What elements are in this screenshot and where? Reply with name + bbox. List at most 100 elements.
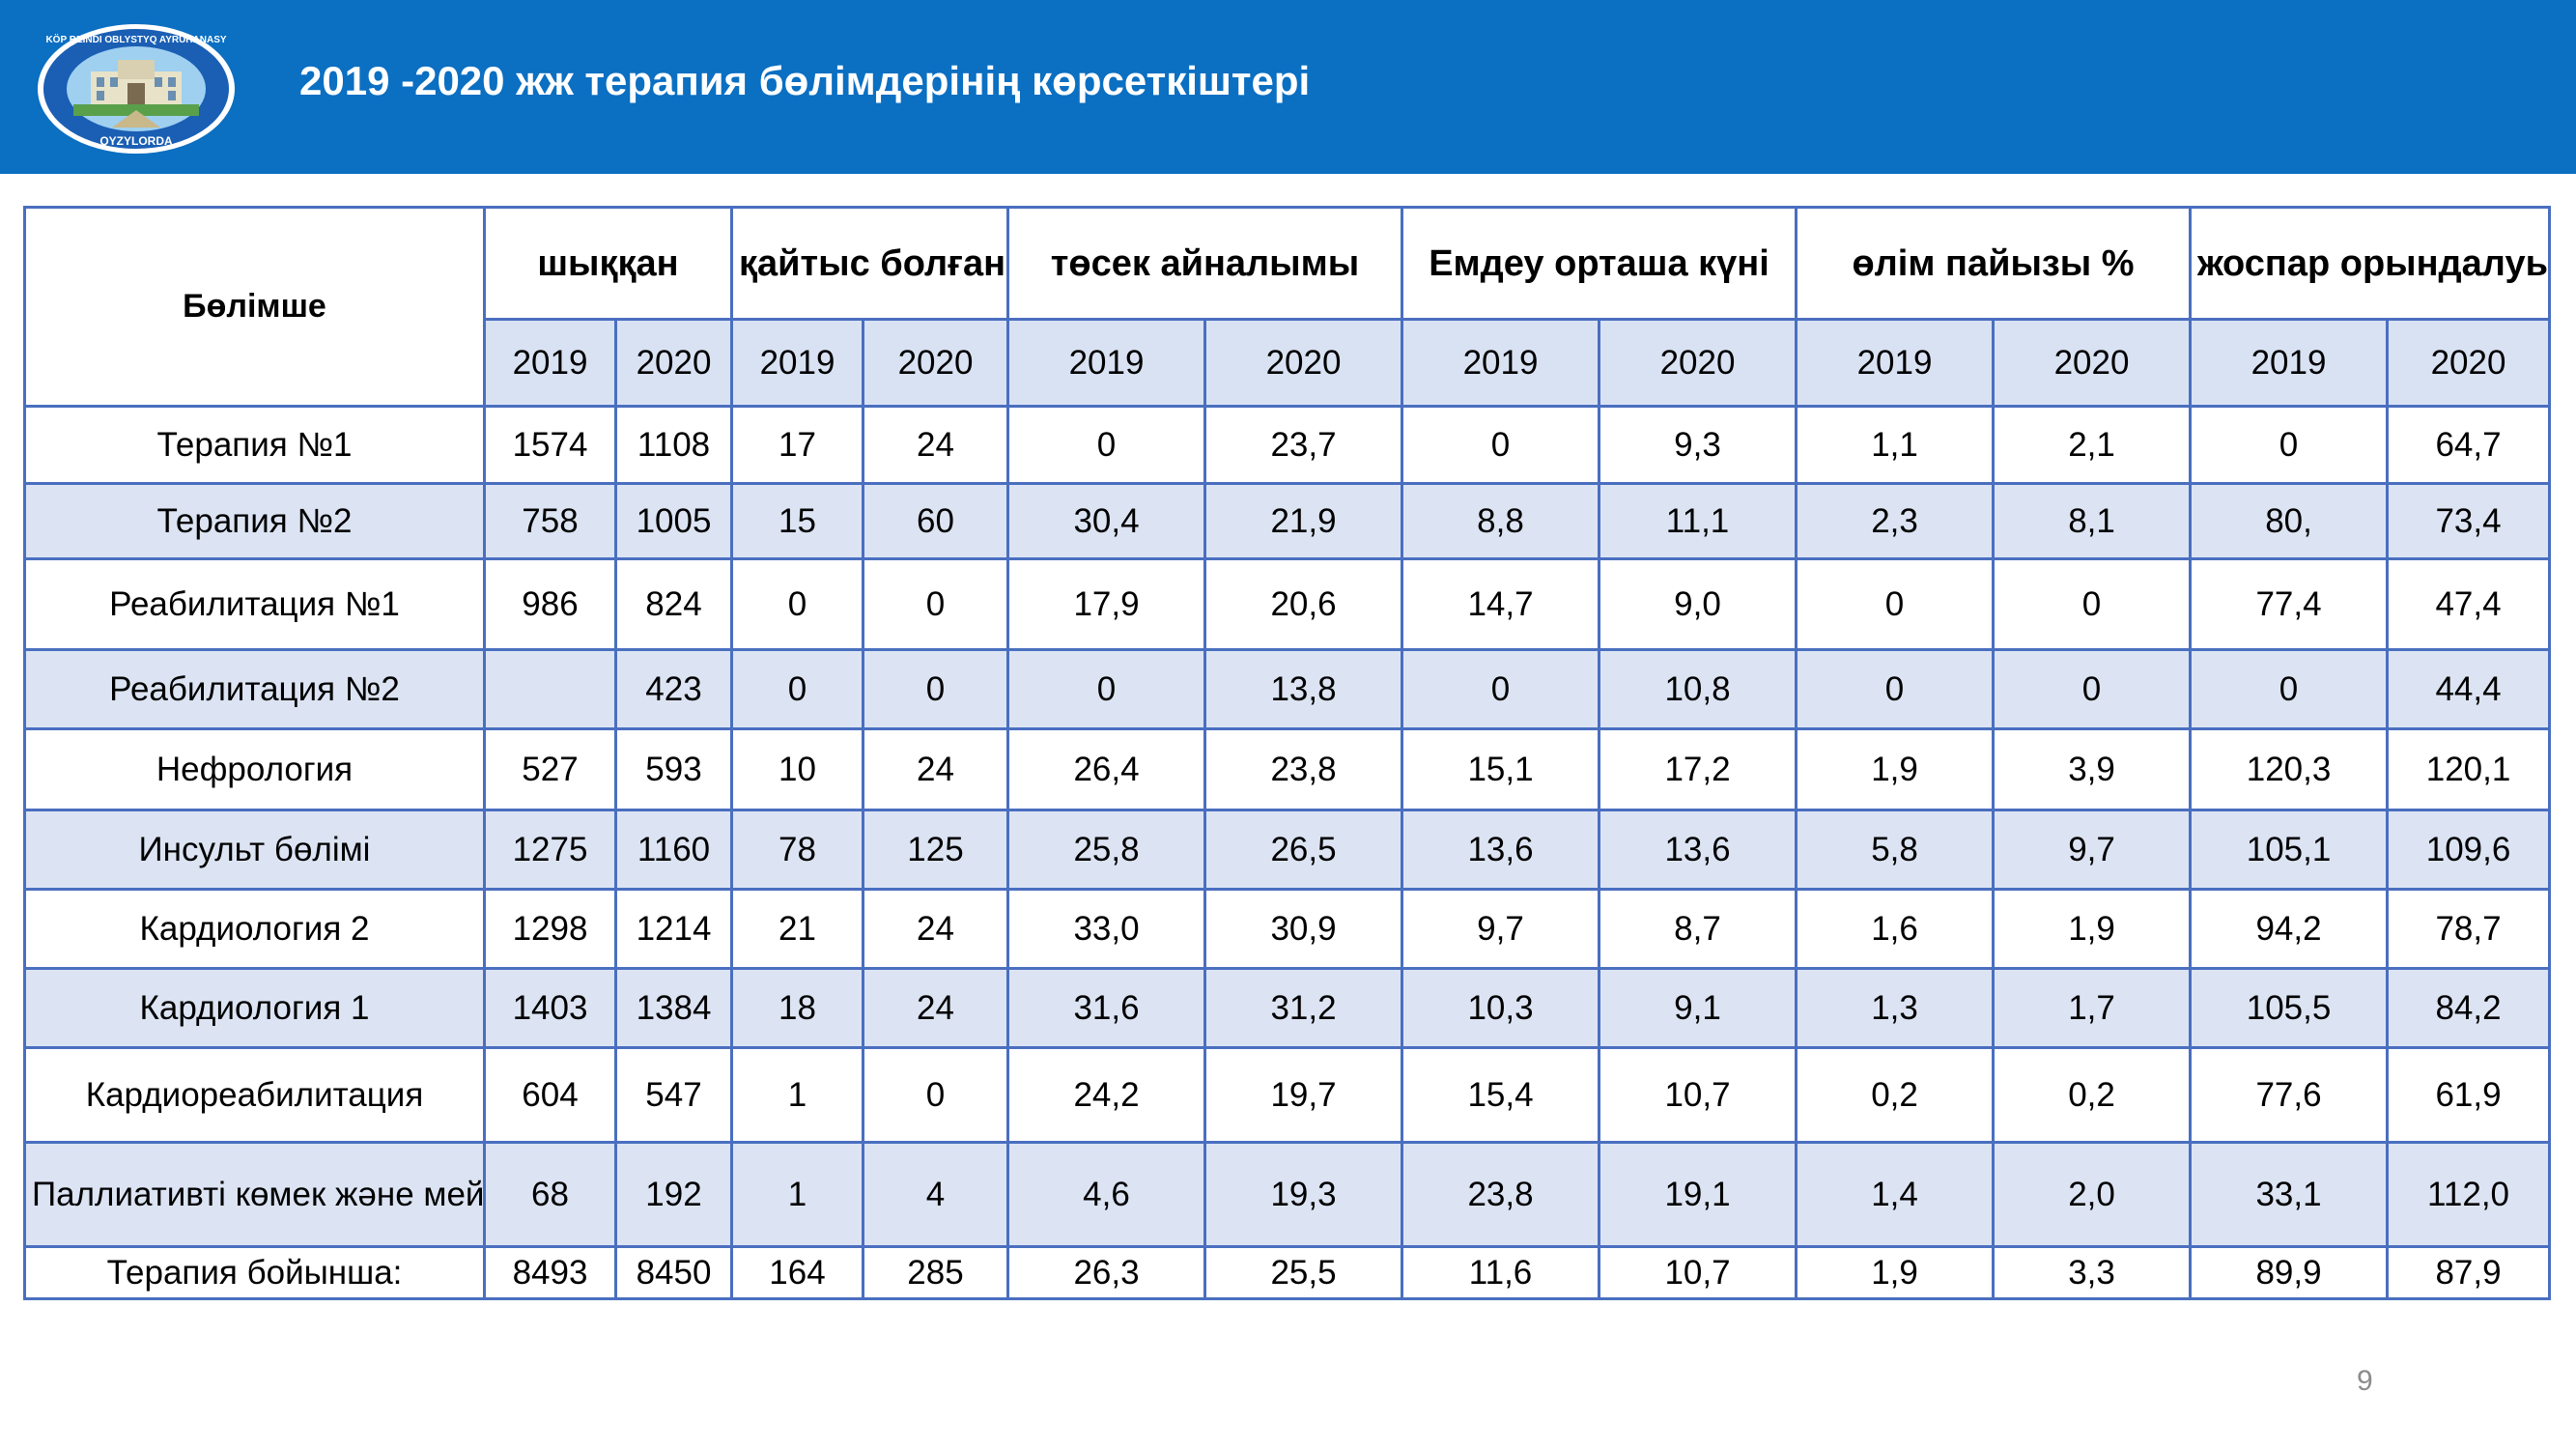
table-cell: 0 <box>1795 648 1996 730</box>
table-cell: 64,7 <box>2386 405 2552 485</box>
table-row: Кардиореабилитация 604 547 1 0 24,2 19,7… <box>23 1046 2552 1144</box>
table-cell: 9,0 <box>1597 557 1798 651</box>
table-cell: 1,7 <box>1992 967 2193 1049</box>
table-cell: 11,1 <box>1597 482 1798 560</box>
table-cell: 0 <box>1401 405 1600 485</box>
total-cell: 285 <box>862 1245 1009 1300</box>
table-row: Кардиология 2 1298 1214 21 24 33,0 30,9 … <box>23 888 2552 970</box>
table-cell: 17,9 <box>1006 557 1206 651</box>
table-cell: 105,5 <box>2189 967 2390 1049</box>
table-cell: 1,1 <box>1795 405 1996 485</box>
logo-bottom-text: QYZYLORDA <box>99 134 173 148</box>
table-cell: 758 <box>483 482 617 560</box>
indicators-table: Бөлімше шыққан қайтыс болған төсек айнал… <box>23 206 2552 1300</box>
table-cell: 1298 <box>483 888 617 970</box>
table-row: Терапия №2 758 1005 15 60 30,4 21,9 8,8 … <box>23 482 2552 560</box>
total-cell: 3,3 <box>1992 1245 2193 1300</box>
table-cell: 25,8 <box>1006 809 1206 891</box>
department-name: Инсульт бөлімі <box>23 809 486 891</box>
table-cell: 15,1 <box>1401 727 1600 811</box>
table-cell: 824 <box>614 557 733 651</box>
table-cell: 0 <box>1006 648 1206 730</box>
table-cell: 14,7 <box>1401 557 1600 651</box>
table-cell: 9,3 <box>1597 405 1798 485</box>
table-cell <box>483 648 617 730</box>
department-name: Реабилитация №2 <box>23 648 486 730</box>
table-cell: 44,4 <box>2386 648 2552 730</box>
logo-top-text: KÖP BEINDI OBLYSTYQ AYRUHANASY <box>45 33 226 45</box>
table-cell: 31,6 <box>1006 967 1206 1049</box>
table-cell: 33,1 <box>2189 1141 2390 1248</box>
table-cell: 986 <box>483 557 617 651</box>
table-cell: 10,3 <box>1401 967 1600 1049</box>
table-cell: 15 <box>730 482 864 560</box>
total-cell: 8450 <box>614 1245 733 1300</box>
table-cell: 23,7 <box>1203 405 1403 485</box>
total-cell: 25,5 <box>1203 1245 1403 1300</box>
table-cell: 0,2 <box>1795 1046 1996 1144</box>
table-cell: 78,7 <box>2386 888 2552 970</box>
table-cell: 84,2 <box>2386 967 2552 1049</box>
table-cell: 20,6 <box>1203 557 1403 651</box>
table-cell: 15,4 <box>1401 1046 1600 1144</box>
table-cell: 77,6 <box>2189 1046 2390 1144</box>
table-cell: 94,2 <box>2189 888 2390 970</box>
table-cell: 109,6 <box>2386 809 2552 891</box>
year-header: 2020 <box>1992 318 2193 408</box>
department-name: Терапия №2 <box>23 482 486 560</box>
table-cell: 0 <box>862 648 1009 730</box>
table-cell: 73,4 <box>2386 482 2552 560</box>
table-row: Реабилитация №1 986 824 0 0 17,9 20,6 14… <box>23 557 2552 651</box>
table-cell: 24,2 <box>1006 1046 1206 1144</box>
year-header: 2020 <box>1597 318 1798 408</box>
table-cell: 9,7 <box>1992 809 2193 891</box>
table-cell: 9,1 <box>1597 967 1798 1049</box>
table-cell: 24 <box>862 727 1009 811</box>
table-cell: 10 <box>730 727 864 811</box>
department-name: Нефрология <box>23 727 486 811</box>
table-row: Инсульт бөлімі 1275 1160 78 125 25,8 26,… <box>23 809 2552 891</box>
year-header: 2020 <box>2386 318 2552 408</box>
table-cell: 8,1 <box>1992 482 2193 560</box>
table-cell: 1,9 <box>1992 888 2193 970</box>
group-header-avg-treatment-days: Емдеу орташа күні <box>1400 206 1798 321</box>
table-cell: 61,9 <box>2386 1046 2552 1144</box>
table-cell: 18 <box>730 967 864 1049</box>
department-name: Кардиология 2 <box>23 888 486 970</box>
table-cell: 1108 <box>614 405 733 485</box>
table-cell: 17,2 <box>1597 727 1798 811</box>
table-cell: 0 <box>1401 648 1600 730</box>
table-cell: 26,4 <box>1006 727 1206 811</box>
table-cell: 1214 <box>614 888 733 970</box>
table-cell: 13,6 <box>1597 809 1798 891</box>
total-cell: 87,9 <box>2386 1245 2552 1300</box>
year-header: 2020 <box>862 318 1009 408</box>
table-cell: 21,9 <box>1203 482 1403 560</box>
year-header-row: 2019 2020 2019 2020 2019 2020 2019 2020 … <box>25 318 2552 408</box>
table-cell: 1 <box>730 1046 864 1144</box>
table-cell: 2,3 <box>1795 482 1996 560</box>
table-cell: 26,5 <box>1203 809 1403 891</box>
total-cell: 164 <box>730 1245 864 1300</box>
table-cell: 423 <box>614 648 733 730</box>
year-header: 2019 <box>1401 318 1600 408</box>
table-cell: 604 <box>483 1046 617 1144</box>
table-cell: 8,8 <box>1401 482 1600 560</box>
table-cell: 30,9 <box>1203 888 1403 970</box>
table-cell: 17 <box>730 405 864 485</box>
year-header: 2020 <box>1203 318 1403 408</box>
table-cell: 120,3 <box>2189 727 2390 811</box>
table-cell: 0 <box>1795 557 1996 651</box>
department-name: Паллиативті көмек және мейргерлік күтім <box>23 1141 486 1248</box>
table-cell: 9,7 <box>1401 888 1600 970</box>
slide-header: KÖP BEINDI OBLYSTYQ AYRUHANASY QYZYLORDA… <box>0 0 2576 174</box>
table-cell: 0 <box>730 557 864 651</box>
table-cell: 23,8 <box>1401 1141 1600 1248</box>
total-cell: 11,6 <box>1401 1245 1600 1300</box>
table-cell: 105,1 <box>2189 809 2390 891</box>
table-cell: 125 <box>862 809 1009 891</box>
table-cell: 1005 <box>614 482 733 560</box>
year-header: 2020 <box>614 318 733 408</box>
table-cell: 593 <box>614 727 733 811</box>
table-cell: 0 <box>2189 405 2390 485</box>
